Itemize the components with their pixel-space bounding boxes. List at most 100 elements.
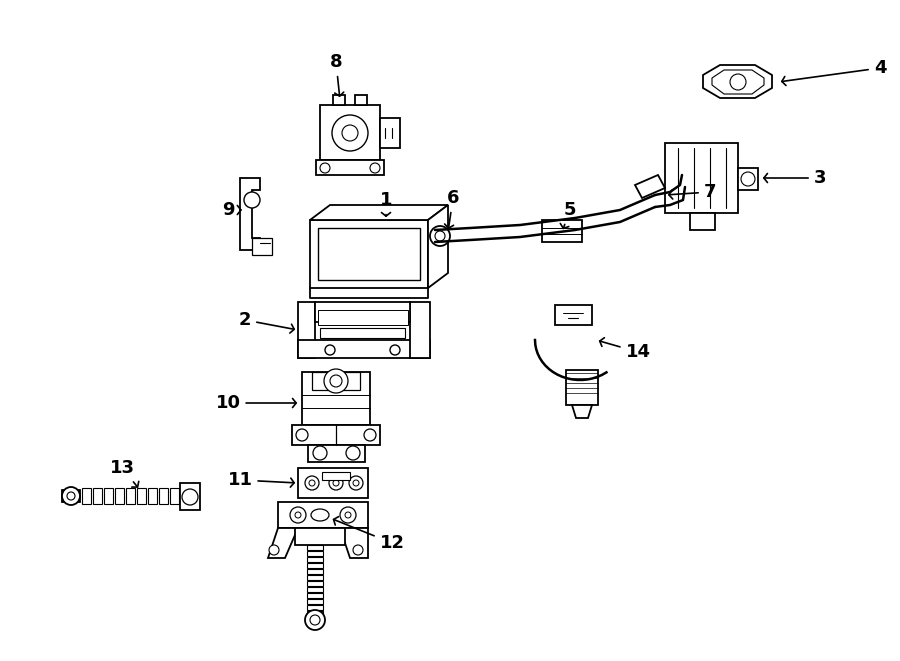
Polygon shape xyxy=(635,175,665,198)
Polygon shape xyxy=(307,551,323,556)
Circle shape xyxy=(324,369,348,393)
Circle shape xyxy=(244,192,260,208)
Polygon shape xyxy=(180,483,200,510)
Text: 5: 5 xyxy=(561,201,576,229)
Text: 10: 10 xyxy=(215,394,296,412)
Circle shape xyxy=(296,429,308,441)
Polygon shape xyxy=(137,488,146,504)
Polygon shape xyxy=(703,65,772,98)
Polygon shape xyxy=(268,528,298,558)
Polygon shape xyxy=(104,488,113,504)
Circle shape xyxy=(345,512,351,518)
Polygon shape xyxy=(240,178,260,250)
Polygon shape xyxy=(295,528,345,545)
Text: 3: 3 xyxy=(764,169,826,187)
Polygon shape xyxy=(738,168,758,190)
Polygon shape xyxy=(320,105,380,160)
Circle shape xyxy=(730,74,746,90)
Circle shape xyxy=(346,446,360,460)
Ellipse shape xyxy=(311,509,329,521)
Polygon shape xyxy=(555,305,592,325)
Circle shape xyxy=(435,231,445,241)
Circle shape xyxy=(329,476,343,490)
Polygon shape xyxy=(340,528,368,558)
Circle shape xyxy=(741,172,755,186)
Circle shape xyxy=(325,345,335,355)
Polygon shape xyxy=(312,372,360,390)
Polygon shape xyxy=(298,340,430,358)
Circle shape xyxy=(364,429,376,441)
Circle shape xyxy=(430,226,450,246)
Polygon shape xyxy=(572,405,592,418)
Circle shape xyxy=(269,545,279,555)
Polygon shape xyxy=(428,205,448,288)
Polygon shape xyxy=(292,425,380,445)
Text: 4: 4 xyxy=(782,59,886,85)
Polygon shape xyxy=(307,611,323,616)
Polygon shape xyxy=(566,370,598,405)
Circle shape xyxy=(333,480,339,486)
Text: 2: 2 xyxy=(238,311,294,333)
Polygon shape xyxy=(148,488,157,504)
Polygon shape xyxy=(333,95,345,105)
Polygon shape xyxy=(302,372,370,425)
Polygon shape xyxy=(307,569,323,574)
Polygon shape xyxy=(126,488,135,504)
Polygon shape xyxy=(307,545,323,550)
Polygon shape xyxy=(665,143,738,213)
Circle shape xyxy=(290,507,306,523)
Circle shape xyxy=(313,446,327,460)
Polygon shape xyxy=(318,310,408,325)
Circle shape xyxy=(349,476,363,490)
Text: 9: 9 xyxy=(221,201,241,219)
Circle shape xyxy=(309,480,315,486)
Polygon shape xyxy=(410,302,430,358)
Circle shape xyxy=(295,512,301,518)
Circle shape xyxy=(310,615,320,625)
Polygon shape xyxy=(320,328,405,338)
Circle shape xyxy=(340,507,356,523)
Circle shape xyxy=(332,115,368,151)
Text: 1: 1 xyxy=(380,191,392,216)
Circle shape xyxy=(390,345,400,355)
Polygon shape xyxy=(315,302,410,322)
Polygon shape xyxy=(310,220,428,288)
Polygon shape xyxy=(307,593,323,598)
Circle shape xyxy=(353,480,359,486)
Polygon shape xyxy=(308,445,365,462)
Polygon shape xyxy=(712,70,764,94)
Text: 7: 7 xyxy=(669,183,716,201)
Polygon shape xyxy=(159,488,168,504)
Circle shape xyxy=(305,610,325,630)
Polygon shape xyxy=(115,488,124,504)
Polygon shape xyxy=(318,228,420,280)
Polygon shape xyxy=(298,468,368,498)
Polygon shape xyxy=(307,581,323,586)
Circle shape xyxy=(342,125,358,141)
Polygon shape xyxy=(322,472,350,480)
Text: 13: 13 xyxy=(110,459,139,487)
Text: 14: 14 xyxy=(599,338,651,361)
Polygon shape xyxy=(307,599,323,604)
Polygon shape xyxy=(542,220,582,242)
Polygon shape xyxy=(307,563,323,568)
Polygon shape xyxy=(298,302,315,358)
Circle shape xyxy=(67,492,75,500)
Polygon shape xyxy=(307,605,323,610)
Polygon shape xyxy=(310,205,448,220)
Polygon shape xyxy=(307,587,323,592)
Polygon shape xyxy=(62,490,80,502)
Polygon shape xyxy=(307,557,323,562)
Polygon shape xyxy=(690,213,715,230)
Text: 12: 12 xyxy=(334,517,404,552)
Circle shape xyxy=(353,545,363,555)
Text: 8: 8 xyxy=(329,53,344,96)
Circle shape xyxy=(320,163,330,173)
Circle shape xyxy=(370,163,380,173)
Circle shape xyxy=(305,476,319,490)
Polygon shape xyxy=(252,238,272,255)
Polygon shape xyxy=(93,488,102,504)
Circle shape xyxy=(62,487,80,505)
Circle shape xyxy=(330,375,342,387)
Text: 11: 11 xyxy=(228,471,294,489)
